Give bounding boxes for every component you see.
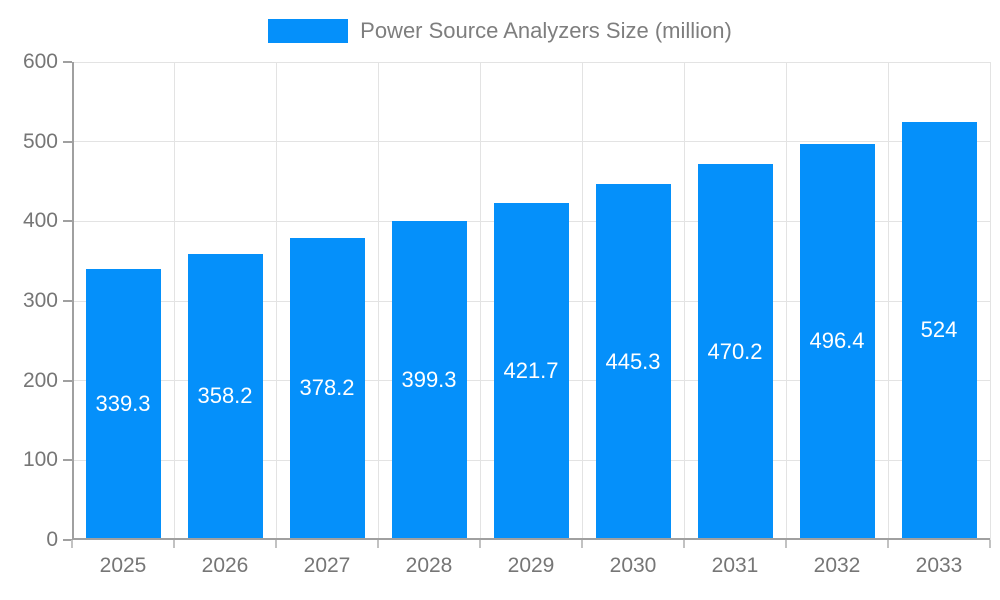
bar-2026[interactable]: 358.2 (187, 253, 263, 539)
bar-2030[interactable]: 445.3 (595, 184, 671, 539)
bar-2028[interactable]: 399.3 (391, 220, 467, 539)
x-gridline (377, 62, 379, 540)
plot-area: 0 100 200 300 400 500 600 339.3 2025 358.2 2026 378… (23, 50, 991, 577)
bar-value-label: 496.4 (809, 328, 865, 354)
x-gridline (173, 62, 175, 540)
y-axis-line (72, 62, 74, 540)
x-axis-category-label: 2030 (609, 554, 657, 577)
bar-value-label: 524 (920, 317, 958, 343)
x-axis-line (72, 538, 990, 540)
y-axis-tick-label: 100 (22, 448, 58, 472)
y-axis-tick-label: 300 (22, 289, 58, 312)
bar-2029[interactable]: 421.7 (493, 203, 569, 539)
x-axis-tick (683, 540, 685, 548)
x-axis-tick (887, 540, 889, 548)
bar-2025[interactable]: 339.3 (85, 268, 161, 539)
legend-label: Power Source Analyzers Size (million) (360, 18, 732, 43)
y-axis-tick (63, 61, 72, 63)
x-gridline (887, 62, 889, 540)
bar-value-label: 378.2 (299, 375, 355, 401)
bar-value-label: 339.3 (95, 390, 151, 416)
y-axis-tick (63, 539, 72, 541)
x-axis-category-label: 2031 (711, 554, 759, 577)
y-axis-tick-label: 600 (22, 50, 58, 73)
y-axis-tick (63, 140, 72, 143)
y-axis-tick-label: 400 (22, 209, 58, 233)
y-gridline (72, 141, 990, 143)
y-axis-tick-label: 500 (22, 129, 58, 153)
y-axis-tick-label: 200 (22, 368, 58, 392)
bar-2032[interactable]: 496.4 (799, 143, 875, 539)
bar-2027[interactable]: 378.2 (289, 237, 365, 539)
y-gridline (72, 61, 990, 63)
y-axis-tick (63, 459, 72, 462)
x-axis-category-label: 2027 (303, 554, 351, 577)
bar-value-label: 445.3 (605, 348, 661, 374)
x-axis-tick (581, 540, 583, 548)
x-axis-tick (71, 540, 73, 548)
bar-value-label: 399.3 (401, 366, 457, 392)
x-gridline (989, 62, 991, 540)
x-axis-tick (479, 540, 481, 548)
x-gridline (683, 62, 685, 540)
x-axis-tick (377, 540, 379, 548)
bar-value-label: 421.7 (503, 358, 559, 384)
bar-2031[interactable]: 470.2 (697, 164, 773, 539)
x-gridline (479, 62, 481, 540)
x-axis-tick (989, 540, 991, 548)
x-gridline (275, 62, 277, 540)
y-axis-tick (63, 379, 72, 382)
x-axis-category-label: 2033 (915, 554, 963, 577)
bar-value-label: 358.2 (197, 383, 253, 409)
x-axis-category-label: 2026 (201, 554, 249, 577)
bar-2033[interactable]: 524 (901, 121, 977, 539)
x-gridline (785, 62, 787, 540)
x-axis-category-label: 2029 (507, 554, 555, 577)
legend[interactable]: Power Source Analyzers Size (million) (0, 18, 1000, 44)
x-axis-category-label: 2032 (813, 554, 861, 577)
x-axis-tick (275, 540, 277, 548)
y-axis-tick (63, 220, 72, 223)
x-axis-category-label: 2025 (99, 554, 147, 577)
legend-swatch-icon (268, 19, 349, 43)
y-axis-tick (63, 300, 72, 302)
x-axis-category-label: 2028 (405, 554, 453, 577)
x-axis-tick (785, 540, 787, 548)
bar-value-label: 470.2 (707, 338, 763, 364)
x-gridline (581, 62, 583, 540)
x-axis-tick (173, 540, 175, 548)
y-axis-tick-label: 0 (46, 528, 58, 551)
